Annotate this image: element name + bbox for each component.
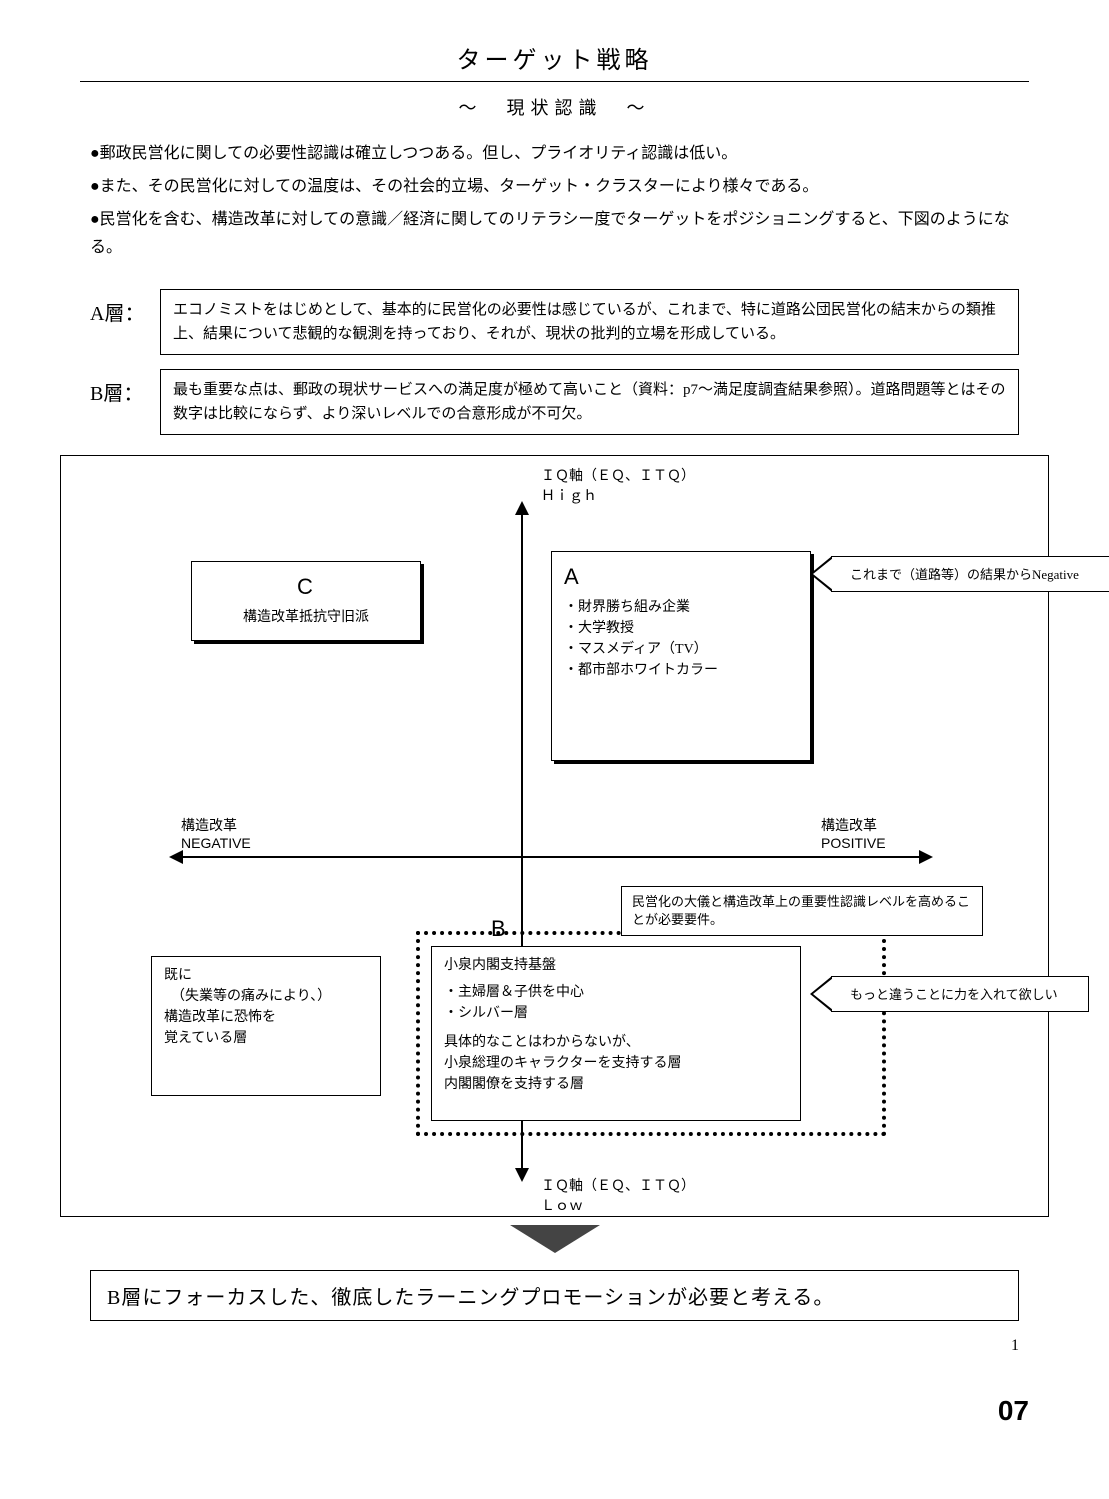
quadrant-a-item-1: ・財界勝ち組み企業 [564,597,798,618]
quadrant-a-item-4: ・都市部ホワイトカラー [564,660,798,681]
callout-arrow-a: これまで（道路等）の結果からNegative [831,556,1109,592]
callout-arrow-a-text: これまで（道路等）の結果からNegative [850,564,1079,583]
callout-arrow-b: もっと違うことに力を入れて欲しい [831,976,1089,1012]
quadrant-b-footer-3: 内閣閣僚を支持する層 [444,1074,788,1095]
arrow-right-icon [919,850,933,864]
quadrant-d-line-1: 既に [164,965,368,986]
layer-b-label: B層： [90,369,160,406]
quadrant-c-letter: C [204,570,408,603]
callout-b-note: 民営化の大儀と構造改革上の重要性認識レベルを高めることが必要要件。 [621,886,983,936]
quadrant-d-line-2: （失業等の痛みにより、） [164,986,368,1007]
quadrant-d-line-5: 覚えている層 [164,1028,368,1049]
arrow-down-icon [515,1168,529,1182]
quadrant-d-line-4: 構造改革に恐怖を [164,1007,368,1028]
axis-top-label-2: Ｈｉｇｈ [541,486,597,506]
layer-a-label: A層： [90,289,160,326]
layer-b-box: 最も重要な点は、郵政の現状サービスへの満足度が極めて高いこと（資料：p7〜満足度… [160,369,1019,435]
down-triangle-icon [50,1225,1059,1258]
quadrant-b-item-1: ・主婦層＆子供を中心 [444,982,788,1003]
layer-a-row: A層： エコノミストをはじめとして、基本的に民営化の必要性は感じているが、これま… [90,289,1019,355]
axis-bottom-label-2: Ｌｏｗ [541,1196,583,1216]
layer-a-box: エコノミストをはじめとして、基本的に民営化の必要性は感じているが、これまで、特に… [160,289,1019,355]
arrow-up-icon [515,501,529,515]
axis-left-label-1: 構造改革 [181,816,237,836]
intro-bullets: ●郵政民営化に関しての必要性認識は確立しつつある。但し、プライオリティ認識は低い… [90,140,1019,261]
quadrant-a-box: A ・財界勝ち組み企業 ・大学教授 ・マスメディア（TV） ・都市部ホワイトカラ… [551,551,811,761]
horizontal-axis [181,856,921,858]
quadrant-b-footer-2: 小泉総理のキャラクターを支持する層 [444,1053,788,1074]
layer-b-row: B層： 最も重要な点は、郵政の現状サービスへの満足度が極めて高いこと（資料：p7… [90,369,1019,435]
quadrant-d-box: 既に （失業等の痛みにより、） 構造改革に恐怖を 覚えている層 [151,956,381,1096]
conclusion-box: B層にフォーカスした、徹底したラーニングプロモーションが必要と考える。 [90,1270,1019,1321]
callout-arrow-b-text: もっと違うことに力を入れて欲しい [850,984,1058,1003]
page-title: ターゲット戦略 [80,40,1029,82]
axis-bottom-label-1: ＩＱ軸（ＥＱ、ＩＴＱ） [541,1176,695,1196]
axis-right-label-1: 構造改革 [821,816,877,836]
quadrant-a-item-2: ・大学教授 [564,618,798,639]
bullet-2: ●また、その民営化に対しての温度は、その社会的立場、ターゲット・クラスターにより… [90,173,1019,200]
quadrant-a-letter: A [564,560,798,593]
quadrant-b-box: 小泉内閣支持基盤 ・主婦層＆子供を中心 ・シルバー層 具体的なことはわからないが… [431,946,801,1121]
bullet-1: ●郵政民営化に関しての必要性認識は確立しつつある。但し、プライオリティ認識は低い… [90,140,1019,167]
quadrant-diagram: ＩＱ軸（ＥＱ、ＩＴＱ） Ｈｉｇｈ ＩＱ軸（ＥＱ、ＩＴＱ） Ｌｏｗ 構造改革 NE… [60,455,1049,1217]
quadrant-a-item-3: ・マスメディア（TV） [564,639,798,660]
axis-left-label-2: NEGATIVE [181,834,251,854]
quadrant-b-header: 小泉内閣支持基盤 [444,955,788,976]
quadrant-c-box: C 構造改革抵抗守旧派 [191,561,421,641]
page-number-small: 1 [50,1337,1019,1355]
page-number-big: 07 [50,1395,1029,1427]
axis-top-label-1: ＩＱ軸（ＥＱ、ＩＴＱ） [541,466,695,486]
page-subtitle: 〜 現状認識 〜 [50,94,1059,120]
bullet-3: ●民営化を含む、構造改革に対しての意識／経済に関してのリテラシー度でターゲットを… [90,206,1019,260]
axis-right-label-2: POSITIVE [821,834,886,854]
quadrant-c-text: 構造改革抵抗守旧派 [204,607,408,628]
quadrant-b-footer-1: 具体的なことはわからないが、 [444,1032,788,1053]
quadrant-b-item-2: ・シルバー層 [444,1003,788,1024]
